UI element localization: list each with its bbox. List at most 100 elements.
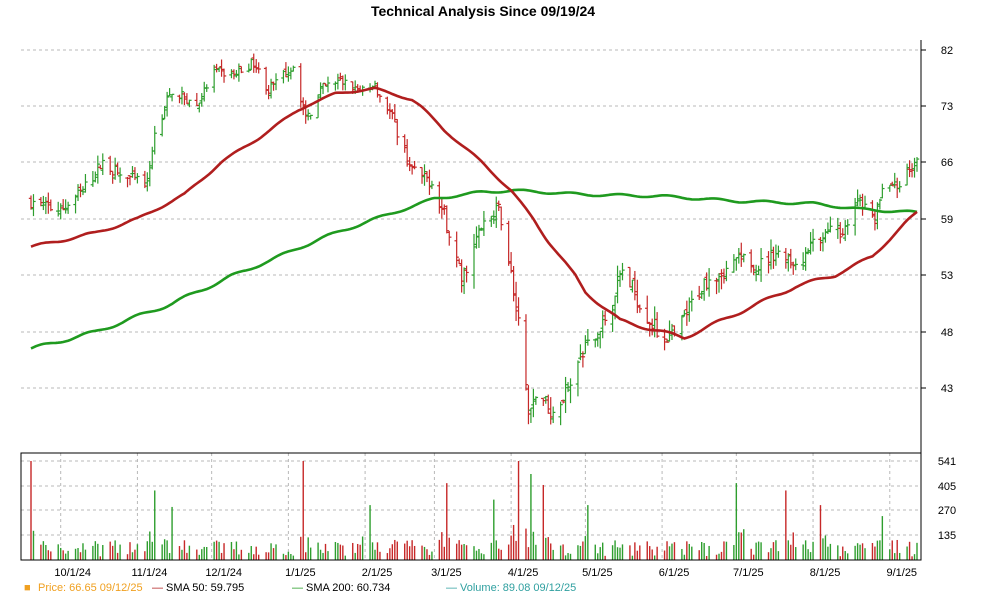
price-bar (404, 139, 410, 167)
price-bar (516, 297, 521, 326)
price-bar (194, 92, 200, 107)
price-bar (48, 199, 53, 212)
price-bar (645, 295, 650, 324)
price-bar (286, 66, 291, 82)
price-tick-label: 43 (941, 383, 953, 395)
price-bar (216, 67, 222, 72)
price-bar (907, 160, 912, 178)
price-bar (481, 210, 487, 237)
price-bar (271, 81, 276, 91)
price-bar (442, 204, 447, 215)
sma200-line (30, 188, 918, 350)
price-bar (803, 247, 808, 271)
price-bar (266, 85, 271, 100)
price-bar (523, 314, 529, 391)
price-bar (298, 63, 303, 108)
price-bar (563, 376, 568, 414)
price-bar (610, 304, 615, 332)
price-bars (28, 53, 920, 426)
price-bar (303, 100, 308, 124)
price-bar (395, 119, 400, 146)
price-bar (600, 310, 605, 339)
price-bar (73, 194, 78, 214)
price-bar (788, 248, 793, 269)
price-bar (652, 306, 657, 338)
price-bar (823, 228, 828, 243)
price-bar (31, 194, 36, 217)
price-bar (857, 194, 863, 207)
price-bar (115, 162, 120, 176)
price-bar (758, 248, 764, 282)
price-bar (273, 73, 279, 91)
price-bar (862, 195, 868, 209)
price-bar (615, 265, 620, 304)
price-bar (211, 64, 217, 93)
price-bar (855, 189, 860, 207)
price-bar (491, 210, 496, 224)
price-bar (461, 267, 467, 295)
price-bar (234, 69, 239, 78)
price-bar (531, 388, 536, 418)
price-bar (142, 170, 148, 189)
price-bar (791, 261, 796, 275)
price-bar (100, 153, 105, 176)
volume-tick-label: 270 (938, 505, 956, 517)
price-bar (246, 63, 251, 73)
price-bar (459, 259, 464, 293)
price-bar (80, 186, 86, 196)
price-bar (95, 155, 101, 184)
price-bar (526, 385, 531, 425)
date-axis-labels: 10/1/24 11/1/24 12/1/24 1/1/25 2/1/25 3/1/25 4… (54, 567, 917, 579)
price-bar (736, 247, 742, 264)
price-bar (595, 332, 600, 347)
price-bar (429, 180, 435, 190)
price-tick-label: 82 (941, 45, 953, 57)
price-bar (776, 245, 781, 258)
price-bar (439, 197, 445, 219)
price-bar (444, 205, 449, 234)
chart-legend: ■ Price: 66.65 09/12/25— SMA 50: 59.795— SM… (24, 582, 576, 594)
price-bar (583, 335, 588, 355)
legend-symbol: — (152, 582, 163, 594)
price-bar (731, 254, 737, 273)
price-bar (872, 209, 878, 231)
price-bar (392, 104, 398, 123)
price-bar (164, 91, 170, 117)
price-bar (130, 166, 135, 178)
volume-tick-label: 405 (938, 481, 956, 493)
price-bar (263, 66, 269, 95)
price-bar (135, 173, 140, 184)
price-bar (474, 226, 479, 249)
date-tick-label: 11/1/24 (131, 567, 167, 579)
price-bar (820, 232, 826, 252)
price-bar (513, 281, 519, 321)
date-tick-label: 2/1/25 (362, 567, 393, 579)
date-tick-label: 4/1/25 (508, 567, 539, 579)
price-bar (447, 230, 452, 246)
price-bar (630, 279, 635, 293)
price-bar (843, 220, 848, 242)
price-bar (533, 396, 539, 405)
price-bar (887, 184, 892, 192)
price-bar (229, 69, 234, 79)
price-bar (724, 260, 729, 282)
price-bar (818, 236, 823, 251)
price-bar (402, 134, 407, 153)
price-bar (558, 401, 563, 426)
price-bar (471, 233, 477, 289)
legend-label: SMA 50: 59.795 (166, 582, 244, 594)
price-bar (187, 99, 192, 108)
price-bar (90, 171, 96, 187)
price-bar (528, 407, 534, 423)
price-bar (454, 231, 459, 268)
price-bar (169, 93, 175, 102)
price-bar (637, 304, 643, 313)
price-tick-label: 53 (941, 270, 953, 282)
price-bar (335, 73, 341, 90)
price-bar (548, 397, 553, 425)
price-bar (793, 258, 798, 271)
date-tick-label: 7/1/25 (733, 567, 764, 579)
price-bar (231, 69, 237, 80)
price-bar (739, 242, 744, 267)
price-bar (464, 265, 469, 283)
